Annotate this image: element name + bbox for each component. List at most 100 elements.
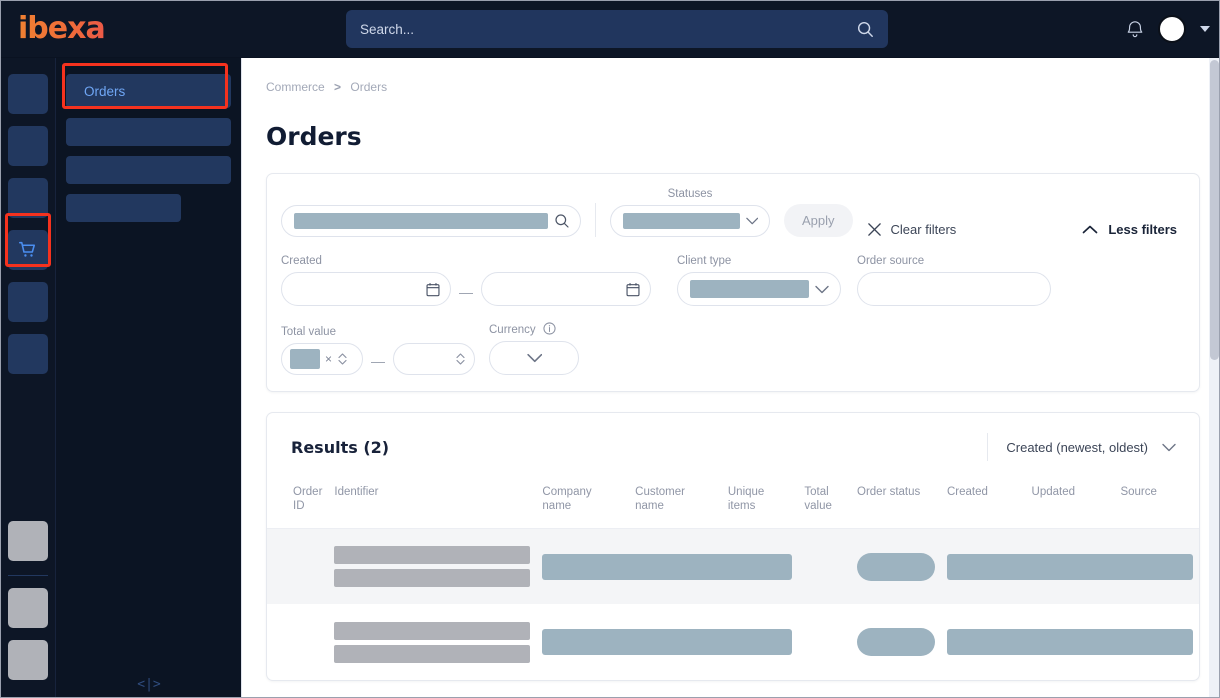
sort-dropdown[interactable]: Created (newest, oldest): [987, 433, 1177, 461]
col-created[interactable]: Created: [947, 486, 988, 498]
avatar[interactable]: [1158, 15, 1186, 43]
col-identifier[interactable]: Identifier: [334, 486, 379, 498]
created-to-input[interactable]: [481, 272, 651, 306]
search-filter-input[interactable]: [281, 205, 581, 237]
col-company-name[interactable]: Company name: [542, 486, 592, 513]
cell-company-customer: [536, 604, 798, 680]
global-search[interactable]: [346, 10, 888, 48]
rail-tile-commerce[interactable]: [7, 230, 48, 270]
search-icon[interactable]: [856, 20, 874, 38]
col-customer-name[interactable]: Customer name: [635, 486, 685, 513]
chevron-up-icon[interactable]: [1082, 225, 1098, 234]
col-updated[interactable]: Updated: [1031, 486, 1075, 498]
filter-client-type-field: Client type: [677, 255, 841, 306]
filter-search-field: [281, 205, 581, 237]
cell-total-value: [798, 604, 851, 680]
search-input[interactable]: [360, 21, 856, 37]
filter-total-value-to-field: [393, 343, 475, 375]
apply-button[interactable]: Apply: [784, 204, 853, 237]
client-type-select[interactable]: [677, 272, 841, 306]
chevron-down-icon[interactable]: [1162, 443, 1177, 452]
clear-filters-label: Clear filters: [890, 222, 957, 237]
col-order-status[interactable]: Order status: [857, 486, 921, 498]
page-title: Orders: [266, 122, 362, 151]
rail-tile-1[interactable]: [7, 74, 48, 114]
cell-identifier: [328, 528, 536, 604]
statuses-select[interactable]: [610, 205, 770, 237]
chevron-down-icon[interactable]: [746, 217, 759, 225]
clear-value-icon[interactable]: ×: [325, 352, 333, 366]
sidebar-item-4[interactable]: [66, 194, 181, 222]
calendar-icon[interactable]: [626, 282, 640, 297]
main-scrollbar-track[interactable]: [1209, 58, 1220, 698]
total-value-skeleton: [290, 349, 320, 369]
client-type-label: Client type: [677, 255, 732, 267]
sidebar-item-label: Orders: [84, 83, 126, 99]
filters-row-primary: Statuses Apply: [281, 188, 1183, 237]
search-icon[interactable]: [554, 213, 570, 229]
col-source[interactable]: Source: [1120, 486, 1157, 498]
filters-panel: Statuses Apply: [266, 173, 1200, 392]
currency-select[interactable]: [489, 341, 579, 375]
filter-currency-field: Currency: [489, 322, 579, 375]
main-content: Commerce > Orders Orders: [242, 58, 1220, 698]
toggle-filters-button[interactable]: Less filters: [1082, 222, 1183, 237]
total-value-to-input[interactable]: [393, 343, 475, 375]
cell-created-updated-source: [941, 528, 1199, 604]
total-value-from-input[interactable]: ×: [281, 343, 363, 375]
chevron-down-icon[interactable]: [815, 285, 830, 294]
sort-value: Created (newest, oldest): [1006, 439, 1148, 455]
breadcrumb: Commerce > Orders: [266, 80, 1200, 94]
redaction-bar: [542, 553, 793, 580]
close-icon[interactable]: [867, 222, 882, 237]
redaction-bar: [334, 546, 531, 564]
redaction-bar: [334, 644, 531, 663]
rail-bottom-1[interactable]: [8, 521, 48, 561]
results-panel: Results (2) Created (newest, oldest) Ord…: [266, 412, 1200, 682]
sidebar-item-orders[interactable]: Orders: [66, 74, 231, 108]
redaction-bar: [947, 553, 1193, 580]
toggle-filters-label: Less filters: [1108, 222, 1177, 237]
collapse-sidebar-icon[interactable]: <|>: [137, 677, 161, 692]
rail-bottom-2[interactable]: [8, 588, 48, 628]
col-total-value[interactable]: Total value: [804, 486, 832, 513]
rail-tile-6[interactable]: [7, 334, 48, 374]
results-header: Results (2) Created (newest, oldest): [267, 413, 1199, 477]
rail-tile-5[interactable]: [7, 282, 48, 322]
rail-bottom-3[interactable]: [8, 640, 48, 680]
table-row[interactable]: [267, 604, 1199, 680]
sidebar-item-3[interactable]: [66, 156, 231, 184]
total-value-label: Total value: [281, 326, 336, 338]
table-row[interactable]: [267, 528, 1199, 605]
clear-filters-button[interactable]: Clear filters: [867, 222, 957, 237]
cell-order-id: [267, 528, 328, 604]
redaction-pill: [857, 552, 935, 581]
search-filter-skeleton: [294, 213, 548, 229]
cell-order-id: [267, 604, 328, 680]
calendar-icon[interactable]: [426, 282, 440, 297]
created-from-input[interactable]: [281, 272, 451, 306]
table-header-row: Order ID Identifier Company name Custome…: [267, 477, 1199, 529]
orders-table: Order ID Identifier Company name Custome…: [267, 477, 1199, 680]
stepper-icon[interactable]: [455, 352, 466, 366]
stepper-icon[interactable]: [337, 352, 348, 366]
redaction-bar: [947, 629, 1193, 656]
table-body: [267, 528, 1199, 680]
rail-tile-2[interactable]: [7, 126, 48, 166]
brand-logo[interactable]: ibexa: [0, 11, 240, 46]
order-source-input[interactable]: [857, 272, 1051, 306]
info-icon[interactable]: [543, 322, 556, 335]
icon-rail: [0, 58, 56, 698]
col-order-id[interactable]: Order ID: [293, 486, 323, 513]
sidebar-item-2[interactable]: [66, 118, 231, 146]
main-scrollbar-thumb[interactable]: [1210, 60, 1219, 360]
filters-divider: [595, 203, 596, 237]
chevron-down-icon[interactable]: [1200, 26, 1210, 32]
cell-created-updated-source: [941, 604, 1199, 680]
rail-tile-3[interactable]: [7, 178, 48, 218]
bell-icon[interactable]: [1126, 19, 1144, 39]
statuses-skeleton: [623, 213, 740, 229]
breadcrumb-root[interactable]: Commerce: [266, 80, 325, 94]
chevron-down-icon[interactable]: [526, 353, 544, 363]
col-unique-items[interactable]: Unique items: [727, 486, 765, 513]
